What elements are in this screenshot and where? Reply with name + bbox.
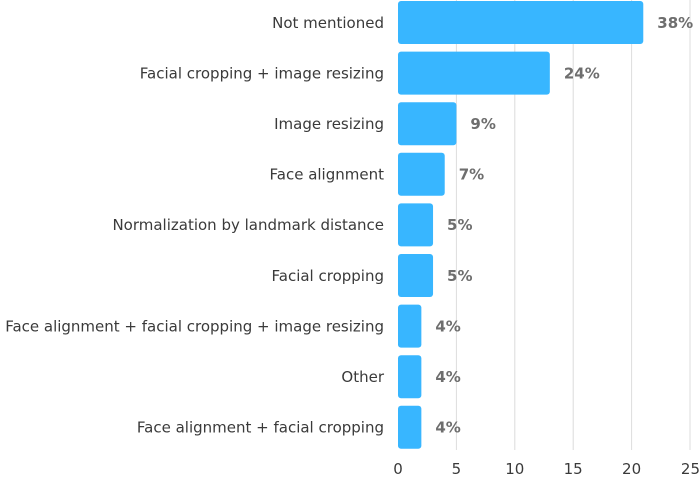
data-label: 9% (470, 115, 495, 133)
labels-layer: Not mentioned 38% Facial cropping + image … (5, 14, 693, 437)
category-label: Facial cropping (272, 267, 385, 285)
bars-layer (398, 1, 644, 449)
x-tick-label: 15 (564, 460, 583, 477)
data-label: 4% (435, 368, 460, 386)
data-label: 38% (657, 14, 693, 32)
x-tick-label: 10 (505, 460, 524, 477)
x-tick-label: 0 (393, 460, 403, 477)
category-label: Not mentioned (272, 14, 384, 32)
data-label: 7% (459, 166, 484, 184)
bar (398, 51, 550, 95)
bar (398, 304, 422, 348)
category-label: Normalization by landmark distance (112, 216, 384, 234)
x-tick-label: 25 (681, 460, 700, 477)
bar (398, 152, 445, 196)
bar (398, 203, 434, 247)
category-label: Face alignment + facial cropping + image… (5, 317, 384, 335)
category-label: Face alignment (270, 166, 385, 184)
bar (398, 102, 457, 146)
data-label: 5% (447, 216, 472, 234)
bar (398, 254, 434, 297)
x-tick-label: 20 (622, 460, 641, 477)
bar (398, 355, 422, 399)
data-label: 24% (564, 64, 600, 82)
x-tick-label: 5 (452, 460, 462, 477)
category-label: Other (341, 368, 384, 386)
x-axis-ticks: 0 5 10 15 20 25 (393, 460, 700, 477)
data-label: 4% (435, 317, 460, 335)
category-label: Image resizing (274, 115, 384, 133)
data-label: 5% (447, 267, 472, 285)
category-label: Face alignment + facial cropping (137, 419, 384, 437)
bar (398, 405, 422, 449)
category-label: Facial cropping + image resizing (140, 64, 384, 82)
data-label: 4% (435, 419, 460, 437)
bar (398, 1, 644, 44)
